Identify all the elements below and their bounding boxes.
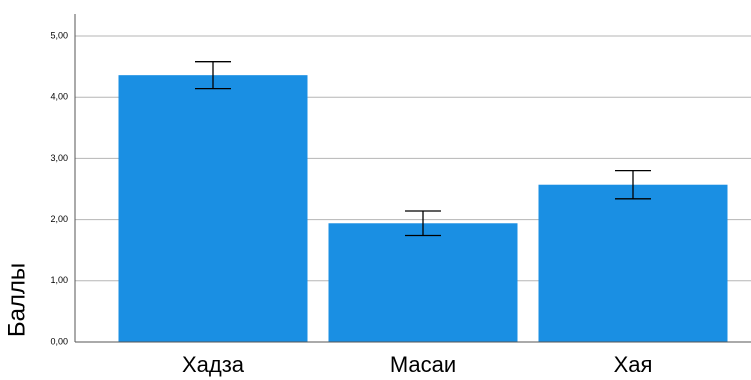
y-tick-label: 0,00 <box>50 336 68 346</box>
y-tick-label: 3,00 <box>50 153 68 163</box>
x-tick-label: Хая <box>614 352 653 377</box>
x-tick-label: Хадза <box>182 352 245 377</box>
bar <box>118 75 308 342</box>
error-bar <box>195 61 231 90</box>
error-bar <box>405 210 441 237</box>
y-tick-label: 4,00 <box>50 92 68 102</box>
x-tick-label: Масаи <box>390 352 456 377</box>
y-tick-label: 1,00 <box>50 275 68 285</box>
y-tick-label: 2,00 <box>50 214 68 224</box>
y-tick-label: 5,00 <box>50 30 68 40</box>
bar <box>538 184 728 342</box>
error-bar <box>615 169 651 200</box>
bar <box>328 223 518 342</box>
y-axis-label: Баллы <box>3 263 30 337</box>
